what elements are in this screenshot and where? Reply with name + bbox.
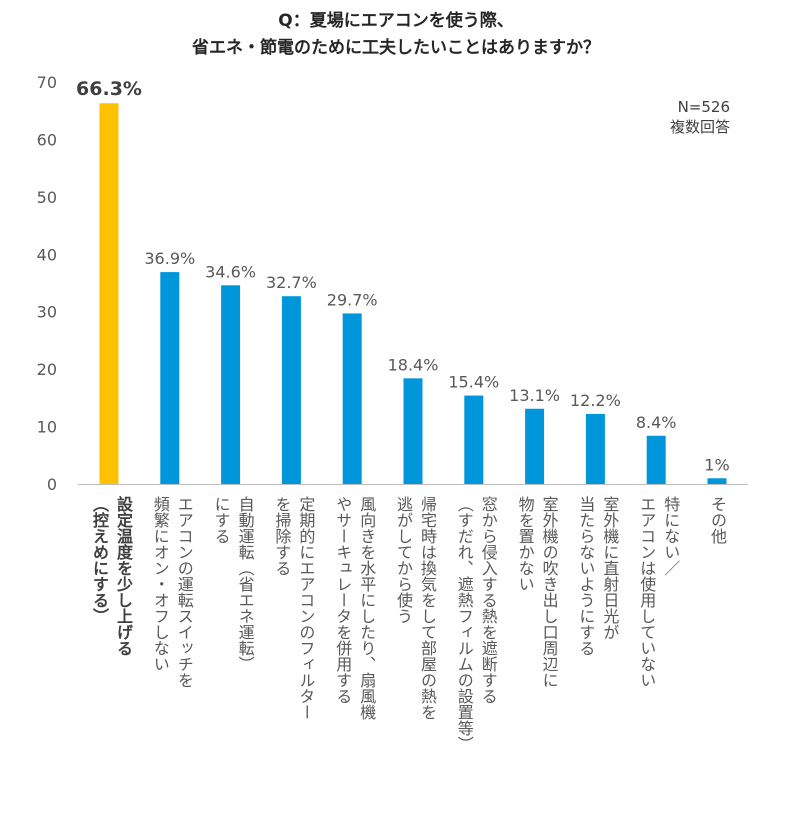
sample-note: N=526 複数回答 <box>670 97 730 137</box>
x-category-label-line: 窓から侵入する熱を遮断する <box>478 496 498 704</box>
x-category-label: 設定温度を少し上げる （控えめにする） <box>87 496 135 656</box>
y-tick-label: 10 <box>37 418 57 437</box>
x-category-label-line: （すだれ、遮熱フィルムの設置等） <box>454 496 474 752</box>
x-category-label: 窓から侵入する熱を遮断する （すだれ、遮熱フィルムの設置等） <box>452 496 500 752</box>
x-category-label-line: を掃除する <box>272 496 292 576</box>
data-label: 8.4% <box>636 413 677 432</box>
y-tick-label: 30 <box>37 303 57 322</box>
x-category-label-line: 室外機の吹き出し口周辺に <box>539 496 559 688</box>
y-tick-label: 70 <box>37 73 57 92</box>
x-category-label-line: 室外機に直射日光が <box>600 496 620 640</box>
x-category-label-line: その他 <box>708 496 727 544</box>
bar <box>342 313 362 484</box>
bar <box>99 103 119 485</box>
x-category-label: 自動運転（省エネ運転） にする <box>209 496 257 672</box>
y-tick-label: 40 <box>37 245 57 264</box>
chart-title-line-2: 省エネ・節電のために工夫したいことはありますか？ <box>192 38 600 58</box>
x-category-label-line: 物を置かない <box>515 496 535 592</box>
bar <box>525 408 545 484</box>
bar <box>403 378 423 484</box>
x-category-label-line: にする <box>211 496 231 544</box>
data-label: 12.2% <box>570 391 621 410</box>
y-tick-label: 0 <box>47 475 57 494</box>
data-label: 1% <box>704 455 729 474</box>
bar <box>160 272 180 484</box>
x-category-label: 定期的にエアコンのフィルター を掃除する <box>269 496 317 720</box>
x-category-label-line: 当たらないようにする <box>576 496 596 656</box>
x-category-label-line: エアコンは使用していない <box>637 496 657 688</box>
bar <box>707 478 727 484</box>
x-category-label: 帰宅時は換気をして部屋の熱を 逃がしてから使う <box>391 496 439 720</box>
bar <box>646 435 666 484</box>
x-category-label-line: 設定温度を少し上げる <box>114 496 133 656</box>
x-category-label: 風向きを水平にしたり、扇風機 やサーキュレータを併用する <box>330 496 378 720</box>
bar <box>221 285 241 484</box>
data-label: 34.6% <box>205 262 256 281</box>
x-category-label-line: 頻繁にオン・オフしない <box>150 496 170 672</box>
y-tick-label: 60 <box>37 130 57 149</box>
data-label: 13.1% <box>509 386 560 405</box>
x-category-label-line: 風向きを水平にしたり、扇風機 <box>357 496 377 720</box>
x-category-label: 室外機の吹き出し口周辺に 物を置かない <box>513 496 561 688</box>
x-category-label-line: 帰宅時は換気をして部屋の熱を <box>418 496 437 720</box>
bar <box>464 395 484 484</box>
data-label: 32.7% <box>266 273 317 292</box>
x-category-label: その他 <box>705 496 729 544</box>
data-label: 18.4% <box>388 355 439 374</box>
data-label: 15.4% <box>448 373 499 392</box>
sample-size: N=526 <box>677 98 730 116</box>
x-category-label-line: 定期的にエアコンのフィルター <box>296 496 316 720</box>
chart-title-line-1: Q：夏場にエアコンを使う際、 <box>278 11 514 31</box>
data-label: 29.7% <box>327 290 378 309</box>
x-category-label: 特にない／ エアコンは使用していない <box>634 496 682 688</box>
bar <box>585 413 605 484</box>
y-tick-label: 20 <box>37 360 57 379</box>
x-category-label-line: 逃がしてから使う <box>394 496 413 624</box>
x-category-label: 室外機に直射日光が 当たらないようにする <box>573 496 621 656</box>
x-category-label-line: やサーキュレータを併用する <box>333 496 353 704</box>
bar <box>281 296 301 484</box>
x-category-label: エアコンの運転スイッチを 頻繁にオン・オフしない <box>148 496 196 688</box>
x-category-label-line: エアコンの運転スイッチを <box>174 496 194 688</box>
data-label: 66.3% <box>76 78 142 100</box>
x-category-label-line: 特にない／ <box>661 496 681 576</box>
x-category-label-line: 自動運転（省エネ運転） <box>235 496 255 672</box>
y-tick-label: 50 <box>37 188 57 207</box>
x-category-label-line: （控えめにする） <box>90 496 109 624</box>
multiple-answer-note: 複数回答 <box>669 118 730 136</box>
data-label: 36.9% <box>144 249 195 268</box>
